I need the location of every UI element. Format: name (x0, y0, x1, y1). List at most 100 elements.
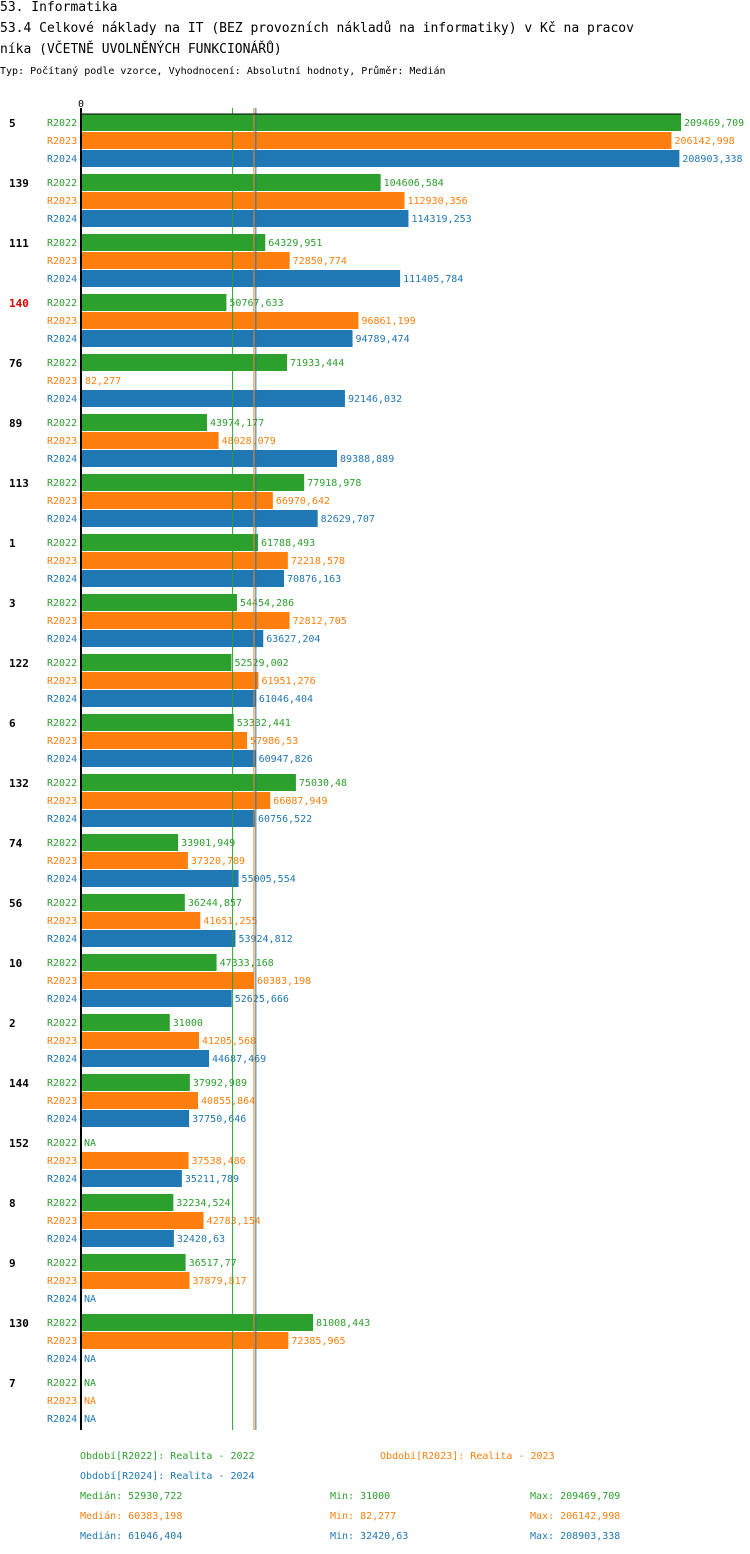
group-label-1: 1 (9, 537, 16, 550)
bar-2-R2023 (81, 1032, 200, 1049)
value-label-6-R2022: 53332,441 (237, 718, 291, 729)
series-label-R2023: R2023 (47, 1396, 77, 1407)
series-label-R2024: R2024 (47, 1354, 77, 1365)
group-label-74: 74 (9, 837, 23, 850)
group-label-76: 76 (9, 357, 23, 370)
bar-8-R2023 (81, 1212, 204, 1229)
bar-139-R2024 (81, 210, 409, 227)
group-label-56: 56 (9, 897, 23, 910)
series-label-R2023: R2023 (47, 796, 77, 807)
value-label-89-R2024: 89388,889 (340, 454, 394, 465)
value-label-8-R2023: 42783,154 (207, 1216, 261, 1227)
value-label-122-R2022: 52529,002 (234, 658, 288, 669)
bar-56-R2023 (81, 912, 201, 929)
value-label-122-R2024: 61046,404 (259, 694, 313, 705)
bar-56-R2024 (81, 930, 236, 947)
bar-10-R2023 (81, 972, 254, 989)
value-label-132-R2022: 75030,48 (299, 778, 347, 789)
value-label-1-R2023: 72218,578 (291, 556, 345, 567)
bar-6-R2022 (81, 714, 234, 731)
value-label-10-R2022: 47333,168 (220, 958, 274, 969)
min-r2024: Min: 32420,63 (330, 1531, 409, 1542)
value-label-9-R2022: 36517,77 (189, 1258, 237, 1269)
value-label-74-R2024: 55005,554 (242, 874, 296, 885)
median-r2022: Medián: 52930,722 (80, 1491, 183, 1502)
bar-122-R2023 (81, 672, 259, 689)
bar-89-R2022 (81, 414, 207, 431)
bar-130-R2022 (81, 1314, 314, 1331)
series-label-R2022: R2022 (47, 1138, 77, 1149)
series-label-R2024: R2024 (47, 214, 77, 225)
series-label-R2022: R2022 (47, 958, 77, 969)
series-label-R2024: R2024 (47, 934, 77, 945)
group-label-139: 139 (9, 177, 29, 190)
value-label-144-R2022: 37992,989 (193, 1078, 247, 1089)
bar-111-R2024 (81, 270, 401, 287)
value-label-122-R2023: 61951,276 (261, 676, 315, 687)
max-r2023: Max: 206142,998 (530, 1511, 621, 1522)
group-label-5: 5 (9, 117, 16, 130)
series-label-R2022: R2022 (47, 358, 77, 369)
bar-56-R2022 (81, 894, 185, 911)
max-r2022: Max: 209469,709 (530, 1491, 621, 1502)
value-label-152-R2023: 37538,486 (192, 1156, 246, 1167)
series-label-R2024: R2024 (47, 1234, 77, 1245)
series-label-R2024: R2024 (47, 394, 77, 405)
bar-122-R2022 (81, 654, 232, 671)
series-label-R2022: R2022 (47, 418, 77, 429)
legend-r2022: Období[R2022]: Realita - 2022 (80, 1451, 255, 1462)
bar-74-R2024 (81, 870, 239, 887)
bar-76-R2024 (81, 390, 345, 407)
group-label-111: 111 (9, 237, 29, 250)
series-label-R2022: R2022 (47, 238, 77, 249)
bar-132-R2023 (81, 792, 271, 809)
section-title: 53. Informatika (0, 0, 118, 15)
value-label-76-R2024: 92146,032 (348, 394, 402, 405)
value-label-1-R2022: 61788,493 (261, 538, 315, 549)
bar-5-R2024 (81, 150, 680, 167)
series-label-R2023: R2023 (47, 1036, 77, 1047)
series-label-R2023: R2023 (47, 556, 77, 567)
bar-10-R2022 (81, 954, 217, 971)
value-label-56-R2022: 36244,857 (188, 898, 242, 909)
value-label-132-R2024: 60756,522 (258, 814, 312, 825)
group-label-89: 89 (9, 417, 22, 430)
series-label-R2024: R2024 (47, 1054, 77, 1065)
series-label-R2024: R2024 (47, 634, 77, 645)
value-label-56-R2024: 53924,812 (238, 934, 292, 945)
bar-9-R2022 (81, 1254, 186, 1271)
bar-139-R2023 (81, 192, 405, 209)
bar-122-R2024 (81, 690, 256, 707)
bar-152-R2023 (81, 1152, 189, 1169)
bar-1-R2022 (81, 534, 258, 551)
bar-10-R2024 (81, 990, 232, 1007)
series-label-R2024: R2024 (47, 334, 77, 345)
bar-6-R2024 (81, 750, 256, 767)
series-label-R2023: R2023 (47, 376, 77, 387)
value-label-9-R2023: 37879,817 (193, 1276, 247, 1287)
series-label-R2023: R2023 (47, 436, 77, 447)
legend-r2023: Období[R2023]: Realita - 2023 (380, 1451, 555, 1462)
bar-139-R2022 (81, 174, 381, 191)
group-label-6: 6 (9, 717, 16, 730)
bar-111-R2022 (81, 234, 266, 251)
series-label-R2022: R2022 (47, 838, 77, 849)
bar-74-R2023 (81, 852, 188, 869)
series-label-R2023: R2023 (47, 1096, 77, 1107)
value-label-7-R2022: NA (84, 1378, 96, 1389)
series-label-R2024: R2024 (47, 514, 77, 525)
group-label-2: 2 (9, 1017, 16, 1030)
bar-74-R2022 (81, 834, 179, 851)
series-label-R2023: R2023 (47, 1156, 77, 1167)
series-label-R2022: R2022 (47, 718, 77, 729)
median-r2023: Medián: 60383,198 (80, 1511, 183, 1522)
series-label-R2023: R2023 (47, 1216, 77, 1227)
series-label-R2023: R2023 (47, 136, 77, 147)
value-label-3-R2024: 63627,204 (266, 634, 320, 645)
bar-132-R2022 (81, 774, 296, 791)
series-label-R2024: R2024 (47, 874, 77, 885)
series-label-R2022: R2022 (47, 598, 77, 609)
min-r2022: Min: 31000 (330, 1491, 391, 1502)
series-label-R2024: R2024 (47, 454, 77, 465)
bar-5-R2023 (81, 132, 672, 149)
